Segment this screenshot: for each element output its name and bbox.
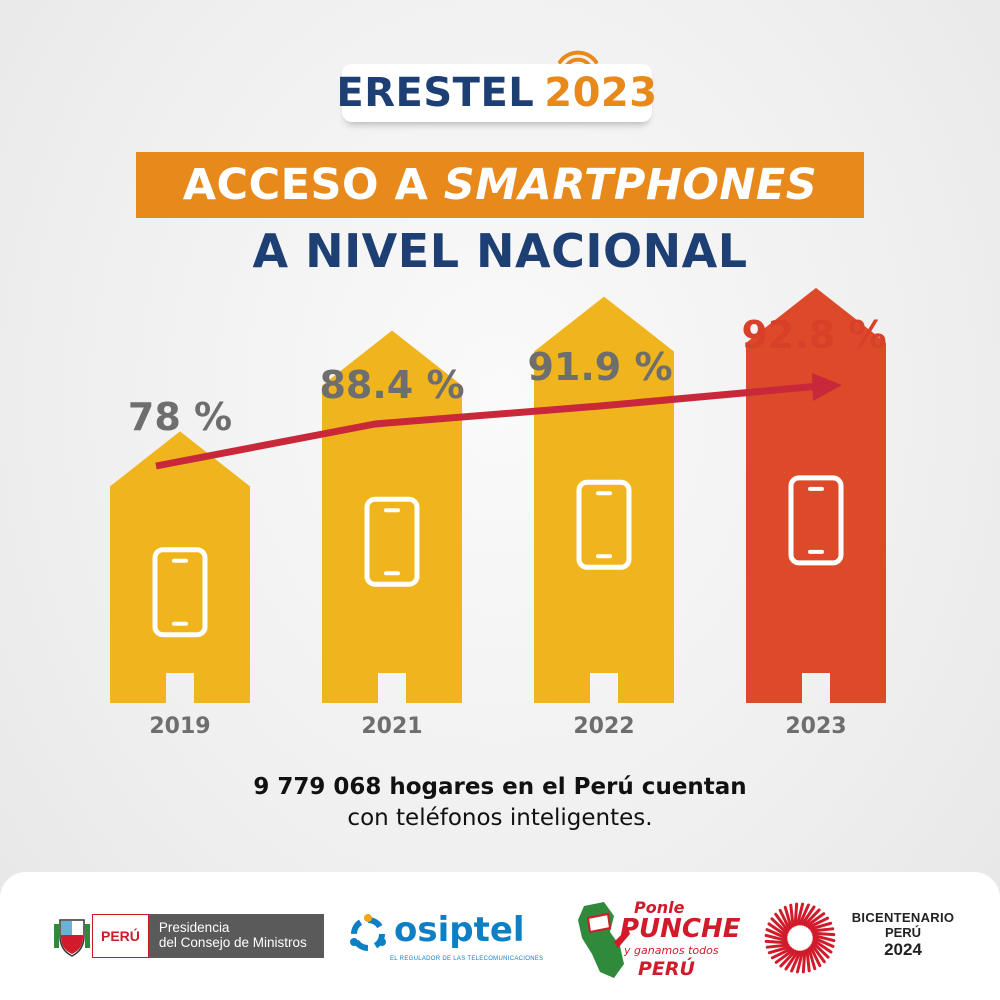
punche-t1: Ponle [634,898,685,917]
sunburst-ray [810,943,826,964]
phone-body [576,479,632,570]
title-emphasis: SMARTPHONES [443,160,818,210]
value-label-2021: 88.4 % [319,363,464,407]
punche-t2: PUNCHE [620,914,741,944]
sunburst-ray [805,948,811,973]
sunburst-ray [793,902,799,927]
bar-house-2021 [322,330,462,703]
smartphone-icon [576,479,632,570]
peru-coat-of-arms-icon [54,919,90,957]
sunburst-ray [810,927,835,933]
sunburst-ray [796,902,805,926]
badge-year: 2023 [544,70,658,116]
sunburst-ray [811,931,836,937]
value-label-2022: 91.9 % [527,345,672,389]
value-label-2023: 92.8 % [741,313,886,357]
bicentenario-logo: BICENTENARIO PERÚ 2024 [758,900,958,976]
pcm-text: Presidencia del Consejo de Ministros [148,914,324,958]
sunburst-ray [812,936,835,948]
title-banner: ACCESO A SMARTPHONES [136,152,864,218]
sunburst-ray [812,938,833,954]
sunburst-ray [800,905,816,926]
sunburst-ray [783,905,793,929]
sunburst-ray [765,928,788,940]
sunburst-ray [811,941,830,959]
sunburst-ray [807,947,817,971]
sunburst-ray [765,943,790,949]
pcm-peru: PERÚ [92,914,149,958]
bicentenario-text: BICENTENARIO PERÚ 2024 [848,910,958,960]
sunburst-ray [767,922,788,938]
punche-t4: PERÚ [638,958,695,980]
sunburst-ray [767,945,791,955]
sunburst-ray [790,950,802,973]
peru-map-flag-icon [578,902,630,978]
summary: 9 779 068 hogares en el Perú cuentan con… [0,772,1000,834]
sunburst-ray [807,916,830,929]
trend-arrow-line [155,382,821,470]
phone-body [788,475,844,566]
smartphone-icon [152,547,208,638]
bicent-l1: BICENTENARIO [851,910,955,925]
sunburst-ray [809,945,822,968]
sunburst-ray [774,948,795,964]
erestel-badge: ERESTEL 2023 [336,64,657,122]
punche-t3: y ganamos todos [624,944,719,957]
year-label-2019: 2019 [149,714,210,739]
sunburst-ray [770,917,789,935]
sunburst-ray [812,934,836,943]
smartphone-icon [788,475,844,566]
sunburst-ray [803,908,821,927]
osiptel-people-icon [350,914,386,951]
sunburst-ray [809,921,833,931]
sunburst-ray [770,947,793,960]
footer: PERÚ Presidencia del Consejo de Ministro… [0,872,1000,1000]
bar-house-2022 [534,296,674,703]
osiptel-tagline: EL REGULADOR DE LAS TELECOMUNICACIONES [390,956,544,962]
badge-brand: ERESTEL [336,70,535,116]
sunburst-ray [795,950,804,974]
sunburst-ray [798,903,810,926]
summary-bold: 9 779 068 hogares en el Perú cuentan [253,774,747,800]
sunburst-ray [774,912,790,933]
pcm-logo: PERÚ Presidencia del Consejo de Ministro… [52,907,324,965]
title-line2: A NIVEL NACIONAL [252,224,748,278]
year-label-2023: 2023 [785,714,846,739]
sunburst-ray [764,939,789,945]
sunburst-ray [805,912,826,928]
osiptel-word: osiptel [394,910,525,950]
sunburst-ray [789,903,795,928]
summary-rest: con teléfonos inteligentes. [347,805,653,831]
year-label-2022: 2022 [573,714,634,739]
sunburst-ray [801,949,807,974]
trend-arrow-head [812,373,842,401]
sunburst-ray [779,949,797,968]
title-prefix: ACCESO A [182,160,429,210]
bicent-l2: PERÚ [884,925,922,940]
smartphone-icon [364,496,420,587]
phone-body [364,496,420,587]
osiptel-logo: osiptel EL REGULADOR DE LAS TELECOMUNICA… [346,910,543,970]
title-line1: ACCESO A SMARTPHONES [183,160,817,210]
pcm-line1: Presidencia [158,920,230,935]
ponle-punche-logo: Ponle PUNCHE y ganamos todos PERÚ [574,892,741,990]
year-label-2021: 2021 [361,714,422,739]
bar-house-2019 [110,431,250,703]
bicentenario-sunburst-icon [764,902,836,974]
value-label-2019: 78 % [128,395,232,439]
bicent-l3: 2024 [884,940,922,959]
sunburst-ray [764,933,788,942]
sunburst-ray [778,908,791,931]
sunburst-ray [784,950,800,971]
phone-body [152,547,208,638]
pcm-line2: del Consejo de Ministros [158,935,307,950]
